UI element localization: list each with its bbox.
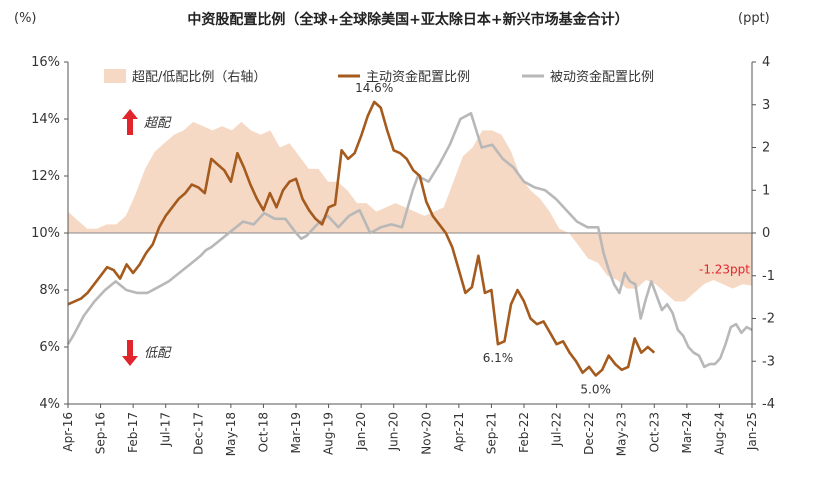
right-axis-tick-label: 3 [762,98,770,113]
left-axis-tick-label: 10% [31,226,60,241]
x-axis-tick-label: Jan-20 [354,412,368,451]
left-axis-unit: (%) [14,11,37,26]
data-annotation: 6.1% [483,351,514,365]
plot-area [66,100,753,377]
x-axis: Apr-16 Sep-16 Feb-17 Jul-17 Dec-17 May-18 Oct-… [61,403,759,456]
right-axis-tick-label: -4 [762,397,775,412]
up-arrow-icon [122,109,138,135]
right-axis-tick-label: 0 [762,226,770,241]
x-axis-tick-label: Jun-20 [387,412,401,451]
x-axis-tick-label: Mar-24 [680,412,694,453]
left-axis: 4% 6% 8% 10% 12% 14% 16% [31,55,69,412]
data-annotation: 5.0% [580,383,611,397]
right-axis: -4 -3 -2 -1 0 1 2 3 4 [751,55,775,412]
x-axis-tick-label: Nov-20 [419,412,433,455]
x-axis-tick-label: Apr-16 [61,412,75,452]
right-axis-unit: (ppt) [738,11,770,26]
x-axis-tick-label: Jul-22 [550,412,564,447]
legend: 超配/低配比例（右轴） 主动资金配置比例 被动资金配置比例 [104,69,654,85]
right-axis-tick-label: -3 [762,354,775,369]
x-axis-tick-label: Dec-22 [582,412,596,455]
x-axis-tick-label: Jul-17 [159,412,173,447]
x-axis-tick-label: Sep-16 [94,412,108,454]
chart-title: 中资股配置比例（全球+全球除美国+亚太除日本+新兴市场基金合计） [187,11,628,28]
left-axis-tick-label: 14% [31,112,60,127]
underweight-label: 低配 [144,346,172,361]
left-axis-tick-label: 4% [39,397,60,412]
area-series-overweight [68,121,752,302]
x-axis-tick-label: Dec-17 [191,412,205,455]
right-axis-tick-label: -2 [762,312,775,327]
legend-label-area: 超配/低配比例（右轴） [132,70,266,85]
x-axis-tick-label: May-23 [615,412,629,456]
right-axis-tick-label: 4 [762,55,770,70]
x-axis-tick-label: Sep-21 [484,412,498,454]
data-annotation: -1.23ppt [699,263,750,277]
right-axis-tick-label: 1 [762,183,770,198]
right-axis-tick-label: -1 [762,269,775,284]
x-axis-tick-label: Mar-19 [289,412,303,453]
x-axis-tick-label: Oct-18 [256,412,270,452]
overweight-label: 超配 [144,116,172,131]
x-axis-tick-label: Feb-17 [126,412,140,453]
legend-swatch-area [104,69,126,83]
x-axis-tick-label: Aug-24 [712,412,726,455]
left-axis-tick-label: 8% [39,283,60,298]
legend-label-passive: 被动资金配置比例 [550,69,654,85]
left-axis-tick-label: 12% [31,169,60,184]
x-axis-tick-label: Apr-21 [452,412,466,452]
active-series-line [67,100,656,377]
x-axis-tick-label: May-18 [224,412,238,456]
left-axis-tick-label: 6% [39,340,60,355]
data-annotation: 14.6% [355,81,393,95]
left-axis-tick-label: 16% [31,55,60,70]
legend-label-active: 主动资金配置比例 [366,69,470,85]
x-axis-tick-label: Aug-19 [322,412,336,455]
passive-series-line [66,112,753,369]
x-axis-tick-label: Oct-23 [647,412,661,452]
x-axis-tick-label: Jan-25 [745,412,759,451]
right-axis-tick-label: 2 [762,141,770,156]
x-axis-tick-label: Feb-22 [517,412,531,453]
down-arrow-icon [122,340,138,366]
